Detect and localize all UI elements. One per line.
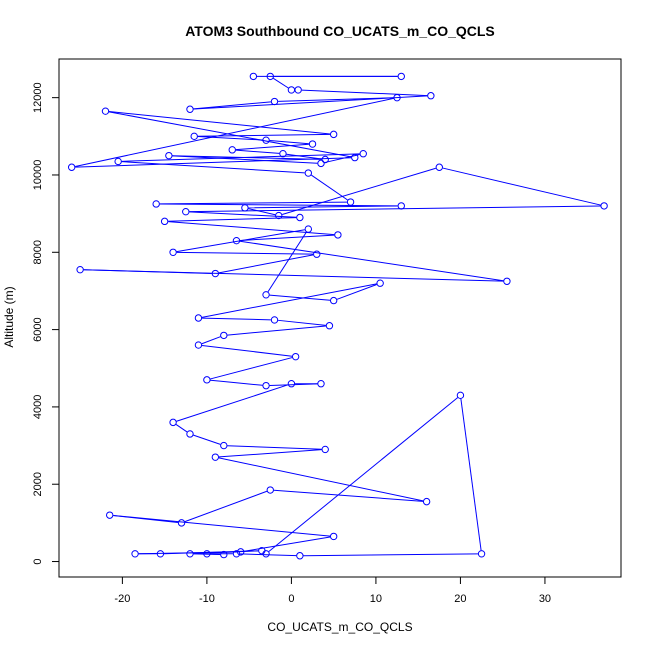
y-tick-label: 6000	[32, 317, 44, 341]
y-tick-label: 2000	[32, 472, 44, 496]
x-tick-label: -20	[114, 593, 130, 605]
x-tick-label: 30	[539, 593, 551, 605]
x-tick-label: 20	[454, 593, 466, 605]
y-tick-label: 0	[32, 558, 44, 564]
x-tick-label: 10	[370, 593, 382, 605]
y-tick-label: 4000	[32, 395, 44, 419]
y-tick-label: 8000	[32, 240, 44, 264]
chart-title: ATOM3 Southbound CO_UCATS_m_CO_QCLS	[185, 23, 495, 39]
y-axis-label: Altitude (m)	[2, 286, 16, 347]
x-tick-label: -10	[199, 593, 215, 605]
y-tick-label: 12000	[32, 82, 44, 113]
x-tick-label: 0	[288, 593, 294, 605]
y-tick-label: 10000	[32, 160, 44, 191]
x-axis-label: CO_UCATS_m_CO_QCLS	[267, 620, 412, 634]
